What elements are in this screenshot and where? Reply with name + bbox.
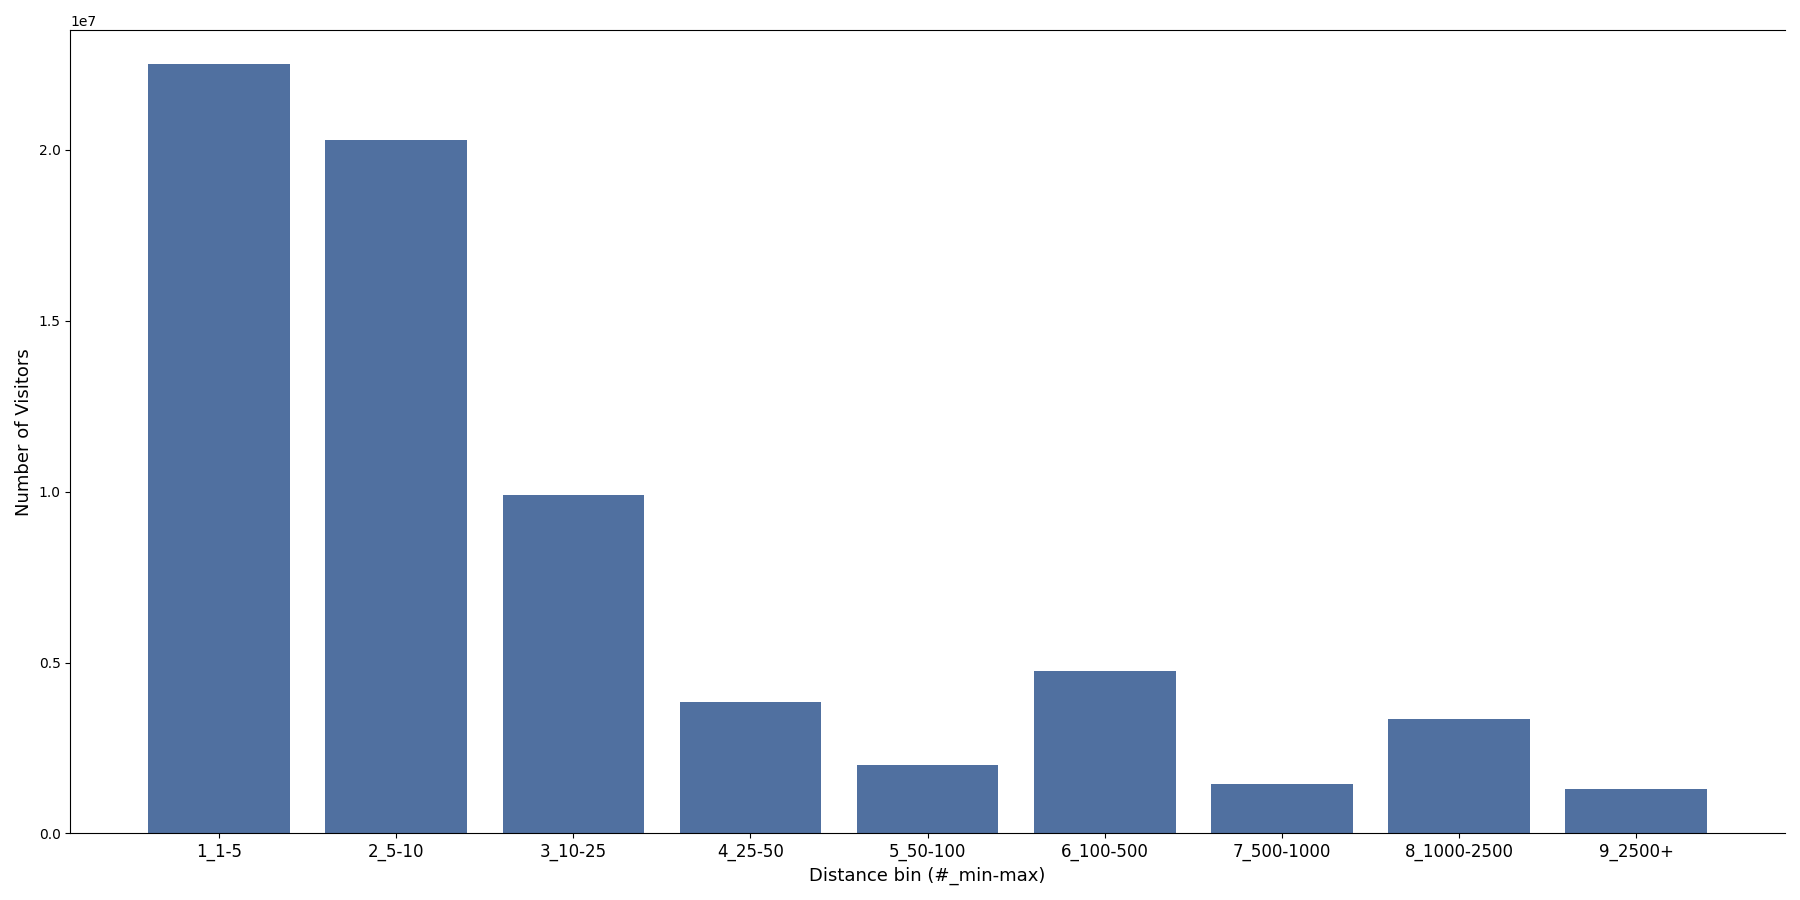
Bar	[1566, 789, 1706, 833]
Bar	[1033, 671, 1175, 833]
Bar	[857, 765, 999, 833]
Bar	[680, 702, 821, 833]
Bar	[1388, 719, 1530, 833]
X-axis label: Distance bin (#_min-max): Distance bin (#_min-max)	[810, 867, 1046, 885]
Y-axis label: Number of Visitors: Number of Visitors	[14, 348, 32, 516]
Bar	[502, 495, 644, 833]
Bar	[1211, 784, 1354, 833]
Bar	[148, 64, 290, 833]
Bar	[326, 140, 466, 833]
